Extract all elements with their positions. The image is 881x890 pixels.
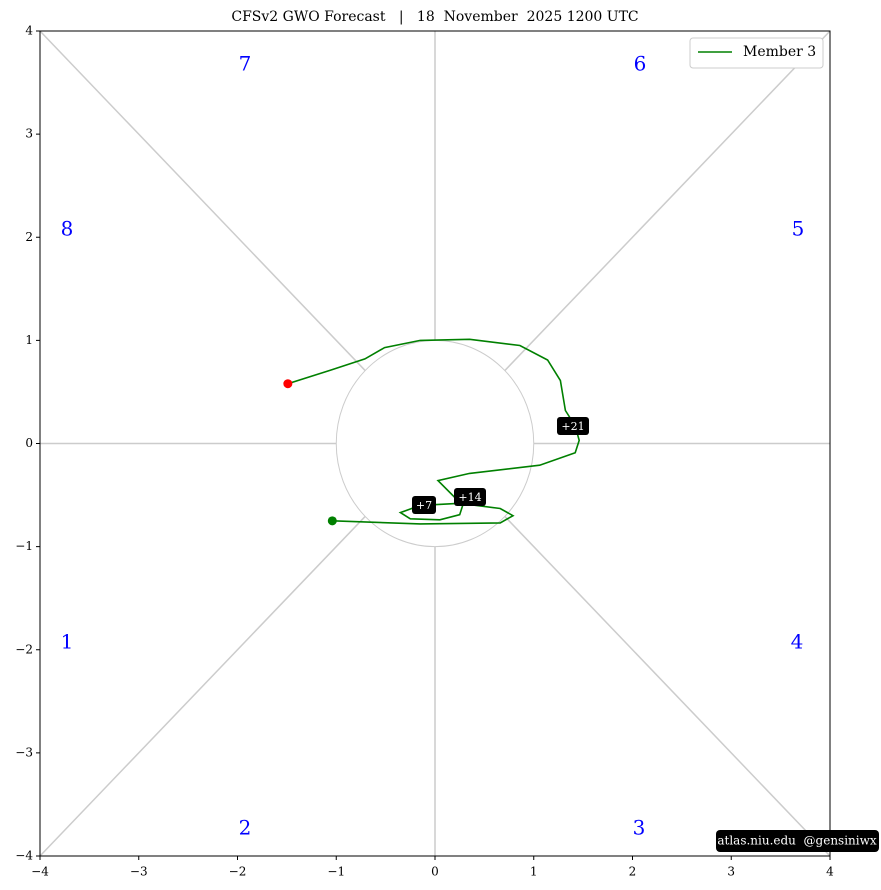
phase-label: 5 — [792, 217, 805, 241]
phase-line — [504, 515, 831, 857]
phase-label: 3 — [633, 816, 646, 840]
phase-label: 1 — [61, 630, 74, 654]
start-point — [327, 516, 337, 526]
end-point — [283, 379, 293, 389]
y-tick-label: 2 — [25, 230, 33, 244]
chart-title: CFSv2 GWO Forecast | 18 November 2025 12… — [231, 9, 638, 25]
phase-label: 8 — [61, 217, 74, 241]
legend-label: Member 3 — [743, 44, 816, 60]
y-tick-label: 0 — [25, 436, 33, 450]
annotation-box — [557, 417, 589, 435]
y-tick-label: −1 — [15, 539, 33, 553]
annotation: +14 — [458, 491, 481, 504]
x-tick-label: 1 — [530, 865, 538, 879]
x-tick-label: −1 — [327, 865, 345, 879]
x-tick-label: −2 — [229, 865, 247, 879]
y-tick-label: 1 — [25, 333, 33, 347]
x-tick-label: 0 — [431, 865, 439, 879]
annotation-box — [412, 496, 436, 514]
y-tick-label: −3 — [15, 745, 33, 759]
x-tick-label: 4 — [826, 865, 834, 879]
phase-line — [39, 30, 366, 372]
x-tick-label: 2 — [629, 865, 637, 879]
x-tick-label: −4 — [31, 865, 49, 879]
annotation: +7 — [416, 499, 432, 512]
y-tick-label: 4 — [25, 24, 33, 38]
phase-label: 6 — [634, 52, 647, 76]
phase-line — [504, 30, 831, 372]
phase-label: 7 — [239, 52, 252, 76]
phase-label: 2 — [239, 816, 252, 840]
legend-box — [689, 37, 824, 69]
x-tick-label: 3 — [727, 865, 735, 879]
annotation: +21 — [561, 420, 584, 433]
phase-line — [39, 515, 366, 857]
y-tick-label: −2 — [15, 642, 33, 656]
watermark-box — [716, 830, 879, 852]
y-tick-label: −4 — [15, 849, 33, 863]
annotation-box — [454, 488, 486, 506]
phase-label: 4 — [791, 630, 804, 654]
watermark: atlas.niu.edu @gensiniwx — [717, 834, 877, 848]
x-tick-label: −3 — [130, 865, 148, 879]
y-tick-label: 3 — [25, 127, 33, 141]
